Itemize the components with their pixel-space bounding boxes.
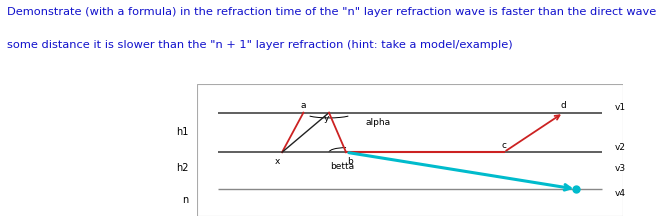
Text: v1: v1 — [615, 103, 626, 112]
Text: v2: v2 — [615, 143, 626, 152]
Text: some distance it is slower than the "n + 1" layer refraction (hint: take a model: some distance it is slower than the "n +… — [7, 40, 512, 50]
Text: b: b — [348, 157, 353, 166]
Text: d: d — [561, 101, 566, 110]
Text: a: a — [300, 101, 306, 110]
Text: alpha: alpha — [365, 118, 390, 127]
Text: v4: v4 — [615, 189, 626, 198]
Text: h1: h1 — [176, 127, 188, 138]
Text: Demonstrate (with a formula) in the refraction time of the "n" layer refraction : Demonstrate (with a formula) in the refr… — [7, 7, 656, 16]
Text: y: y — [324, 114, 329, 123]
Text: n: n — [182, 195, 188, 205]
Text: c: c — [501, 141, 506, 150]
Text: x: x — [275, 157, 281, 166]
Text: h2: h2 — [176, 163, 188, 173]
Text: betta: betta — [330, 162, 354, 171]
Text: v3: v3 — [615, 164, 626, 172]
